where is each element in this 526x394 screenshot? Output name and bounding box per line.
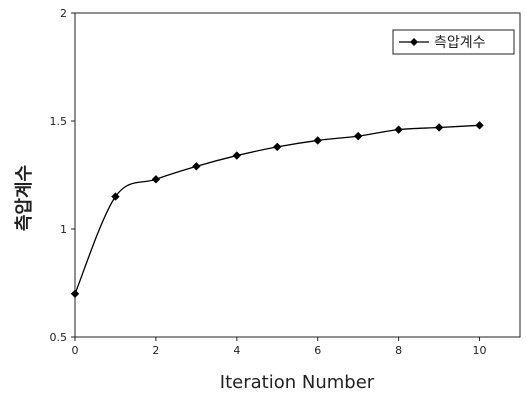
y-axis-ticks: 0.5 1 1.5 2 (50, 7, 75, 344)
x-tick-label: 10 (473, 344, 487, 357)
x-axis-label: Iteration Number (220, 372, 375, 393)
data-point-marker (273, 142, 282, 152)
y-tick-label: 0.5 (50, 331, 68, 344)
plot-area-frame (74, 12, 521, 338)
x-axis-ticks: 0 2 4 6 8 10 (72, 337, 487, 357)
data-point-marker (353, 131, 363, 141)
data-point-marker (151, 175, 161, 184)
x-tick-label: 8 (395, 344, 402, 357)
legend: 측압계수 (392, 29, 515, 55)
legend-marker-icon (410, 38, 418, 46)
data-point-marker (232, 151, 242, 160)
series-markers (70, 121, 484, 298)
x-tick-label: 0 (72, 344, 79, 357)
data-point-marker (434, 123, 444, 132)
data-point-marker (475, 121, 484, 130)
data-point-marker (111, 192, 120, 201)
y-tick-label: 1.5 (50, 115, 68, 128)
y-tick-label: 2 (60, 7, 67, 20)
y-axis-label: 측압계수 (14, 165, 35, 231)
legend-label: 측압계수 (434, 35, 486, 51)
data-point-marker (313, 136, 322, 145)
y-tick-label: 1 (60, 223, 67, 236)
x-tick-label: 2 (152, 344, 159, 357)
x-tick-label: 4 (233, 344, 240, 357)
data-point-marker (394, 125, 403, 134)
data-point-marker (70, 289, 80, 298)
x-tick-label: 6 (314, 344, 321, 357)
data-point-marker (192, 162, 201, 171)
